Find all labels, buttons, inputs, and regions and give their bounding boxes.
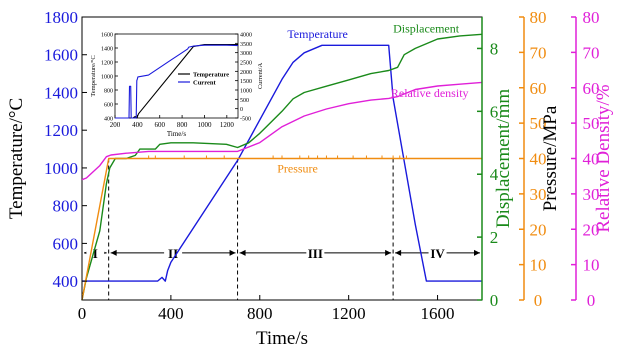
inset-legend-label: Temperature (193, 72, 229, 79)
density-tick-label: 10 (583, 256, 600, 275)
inset-chart: 200 400 600 800 1000 1200Time/s40060080010001… (90, 33, 264, 139)
stage-arrowhead-right (229, 249, 236, 256)
stage-label: IV (430, 246, 445, 261)
inset-x-tick-label: 600 (154, 121, 165, 129)
temperature-tick-label: 1000 (44, 159, 78, 178)
stage-label-bg (428, 244, 447, 261)
stage-markers: I II III IV (84, 158, 480, 300)
displacement-tick-label: 0 (490, 291, 499, 310)
inset-left-axis-label: Temperature/°C (90, 55, 97, 97)
density-tick-label: 30 (583, 185, 600, 204)
temperature-tick-label: 1600 (44, 46, 78, 65)
x-tick-label: 800 (247, 304, 273, 323)
stage-label-bg (306, 244, 325, 261)
temperature-axis-label: Temperature/°C (6, 98, 27, 219)
stage-label: II (168, 246, 178, 261)
temperature-tick-label: 1400 (44, 83, 78, 102)
axes-layer: 0 400 800 1200 1600Time/s4006008001000120014… (6, 8, 614, 349)
pressure-tick-label: 60 (530, 79, 547, 98)
inset-left-tick-label: 800 (104, 89, 113, 95)
pressure-axis-label: Pressure/MPa (540, 105, 561, 211)
stage-label-bg (164, 244, 183, 261)
inset-x-tick-label: 200 (110, 121, 121, 129)
displacement-tick-label: 2 (490, 228, 499, 247)
stage-arrowhead-right (385, 249, 392, 256)
density-axis-label: Relative Density/% (593, 84, 614, 232)
inset-x-tick-label: 1200 (220, 121, 235, 129)
pressure-tick-label: 20 (530, 220, 547, 239)
density-tick-label: 20 (583, 220, 600, 239)
inset-left-tick-label: 1600 (101, 33, 113, 39)
stage-arrowhead-left (395, 249, 402, 256)
density-line (81, 81, 483, 181)
density-tick-label: 40 (583, 150, 600, 169)
density-tick-label: 80 (583, 8, 600, 27)
x-tick-label: 400 (158, 304, 184, 323)
inset-right-tick-label: 2500 (240, 61, 252, 67)
inset-right-tick-label: 1500 (240, 79, 252, 85)
x-tick-label: 0 (78, 304, 87, 323)
temperature-tick-label: 400 (53, 272, 79, 291)
displacement-tick-label: 6 (490, 102, 499, 121)
temperature-tick-label: 1800 (44, 8, 78, 27)
x-tick-label: 1200 (332, 304, 366, 323)
pressure-tick-label: 80 (530, 8, 547, 27)
pressure-tick-label: 10 (530, 256, 547, 275)
displacement-annotation: Displacement (393, 22, 460, 36)
inset-right-axis-label: Current/A (257, 63, 264, 90)
inset-left-tick-label: 1000 (101, 75, 113, 81)
inset-x-tick-label: 1000 (197, 121, 212, 129)
temperature-line (82, 44, 482, 282)
annotation-layer: Displacement Temperature Relative density P… (277, 22, 468, 176)
inset-right-tick-label: -500 (240, 117, 251, 123)
temperature-tick-label: 800 (53, 197, 79, 216)
inset-right-tick-label: 2000 (240, 70, 252, 76)
displacement-tick-label: 8 (490, 39, 499, 58)
inset-right-tick-label: 500 (240, 98, 249, 104)
pressure-line (81, 157, 482, 301)
x-axis-label: Time/s (256, 328, 308, 349)
stage-arrowhead-left (239, 249, 246, 256)
pressure-tick-label: 30 (530, 185, 547, 204)
inset-frame (114, 33, 239, 119)
inset-right-tick-label: 0 (240, 107, 243, 113)
pressure-annotation: Pressure (277, 162, 318, 176)
inset-left-tick-label: 1400 (101, 47, 113, 53)
inset-right-tick-label: 3000 (240, 51, 252, 57)
stage-arrowhead-left (110, 249, 117, 256)
density-tick-label: 0 (587, 291, 596, 310)
pressure-tick-label: 70 (530, 43, 547, 62)
inset-right-tick-label: 4000 (240, 33, 252, 39)
temperature-annotation: Temperature (287, 27, 347, 41)
displacement-tick-label: 4 (490, 165, 499, 184)
stage-label: I (93, 246, 98, 261)
density-tick-label: 70 (583, 43, 600, 62)
inset-left-tick-label: 400 (104, 117, 113, 123)
inset-right-tick-label: 3500 (240, 42, 252, 48)
temperature-tick-label: 1200 (44, 121, 78, 140)
displacement-axis-label: Displacement/mm (493, 89, 514, 229)
series-layer (81, 33, 483, 301)
x-tick-label: 1600 (421, 304, 455, 323)
density-annotation: Relative density (391, 86, 469, 100)
inset-right-tick-label: 1000 (240, 89, 252, 95)
density-tick-label: 50 (583, 114, 600, 133)
pressure-tick-label: 0 (534, 291, 543, 310)
stage-arrowhead-right (474, 249, 480, 256)
displacement-line (81, 33, 483, 301)
inset-current-line (115, 44, 239, 119)
inset-x-axis-label: Time/s (167, 130, 186, 138)
inset-x-tick-label: 800 (177, 121, 188, 129)
temperature-tick-label: 600 (53, 234, 79, 253)
stage-label: III (308, 246, 323, 261)
inset-legend-label: Current (193, 80, 216, 87)
inset-x-tick-label: 400 (132, 121, 143, 129)
inset-left-tick-label: 600 (104, 103, 113, 109)
pressure-tick-label: 50 (530, 114, 547, 133)
density-tick-label: 60 (583, 79, 600, 98)
inset-left-tick-label: 1200 (101, 61, 113, 67)
pressure-tick-label: 40 (530, 150, 547, 169)
